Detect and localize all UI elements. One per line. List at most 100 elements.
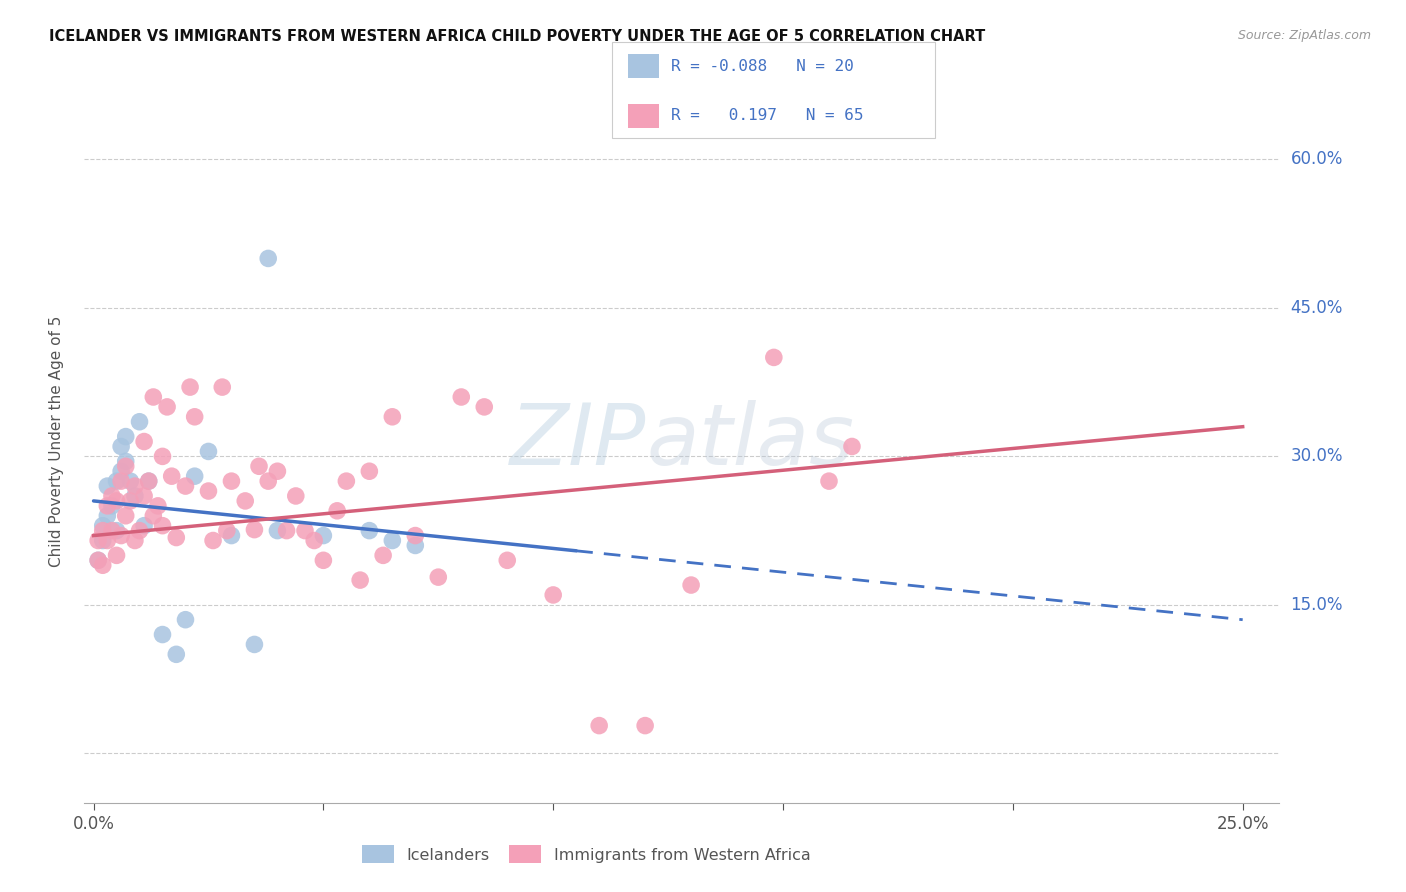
- Point: [101, 489, 124, 503]
- Point: [404, 528, 426, 542]
- Point: [110, 474, 132, 488]
- Point: [243, 523, 266, 537]
- Point: [472, 400, 495, 414]
- Point: [373, 549, 395, 563]
- Point: [142, 508, 165, 523]
- Point: [165, 648, 187, 662]
- Point: [96, 499, 118, 513]
- Point: [110, 528, 132, 542]
- Point: [257, 252, 280, 266]
- Y-axis label: Child Poverty Under the Age of 5: Child Poverty Under the Age of 5: [49, 316, 63, 567]
- Text: R = -0.088   N = 20: R = -0.088 N = 20: [671, 59, 853, 73]
- Point: [120, 494, 142, 508]
- Point: [124, 479, 146, 493]
- Text: 30.0%: 30.0%: [1291, 448, 1343, 466]
- Point: [257, 474, 280, 488]
- Point: [541, 588, 564, 602]
- Point: [105, 549, 128, 563]
- Point: [326, 504, 349, 518]
- Point: [142, 390, 165, 404]
- Point: [132, 489, 156, 503]
- Point: [359, 524, 381, 538]
- Point: [266, 524, 288, 538]
- Point: [124, 533, 146, 548]
- Point: [243, 637, 266, 651]
- Point: [105, 494, 128, 508]
- Point: [681, 578, 703, 592]
- Point: [247, 459, 270, 474]
- Point: [221, 474, 243, 488]
- Point: [197, 483, 219, 498]
- Legend: Icelanders, Immigrants from Western Africa: Icelanders, Immigrants from Western Afri…: [363, 845, 810, 863]
- Point: [233, 494, 256, 508]
- Point: [152, 627, 174, 641]
- Point: [96, 533, 118, 548]
- Point: [152, 450, 174, 464]
- Point: [294, 524, 316, 538]
- Point: [634, 718, 657, 732]
- Point: [179, 380, 201, 394]
- Point: [174, 613, 197, 627]
- Point: [101, 524, 124, 538]
- Point: [156, 400, 179, 414]
- Point: [183, 409, 205, 424]
- Point: [427, 570, 450, 584]
- Point: [120, 474, 142, 488]
- Point: [146, 499, 169, 513]
- Point: [197, 444, 219, 458]
- Point: [128, 524, 150, 538]
- Point: [841, 440, 863, 454]
- Point: [91, 524, 114, 538]
- Point: [105, 474, 128, 488]
- Point: [450, 390, 472, 404]
- Point: [105, 524, 128, 538]
- Point: [221, 528, 243, 542]
- Point: [818, 474, 841, 488]
- Text: ZIP: ZIP: [510, 400, 647, 483]
- Point: [312, 553, 335, 567]
- Point: [114, 508, 136, 523]
- Text: Source: ZipAtlas.com: Source: ZipAtlas.com: [1237, 29, 1371, 42]
- Point: [381, 409, 404, 424]
- Point: [91, 518, 114, 533]
- Point: [165, 531, 187, 545]
- Point: [87, 533, 110, 548]
- Text: 15.0%: 15.0%: [1291, 596, 1343, 614]
- Point: [114, 459, 136, 474]
- Point: [132, 518, 156, 533]
- Point: [359, 464, 381, 478]
- Point: [160, 469, 183, 483]
- Point: [110, 440, 132, 454]
- Point: [101, 499, 124, 513]
- Point: [381, 533, 404, 548]
- Point: [284, 489, 307, 503]
- Point: [87, 553, 110, 567]
- Point: [87, 553, 110, 567]
- Point: [335, 474, 357, 488]
- Point: [124, 489, 146, 503]
- Text: 45.0%: 45.0%: [1291, 299, 1343, 317]
- Point: [496, 553, 519, 567]
- Text: 60.0%: 60.0%: [1291, 151, 1343, 169]
- Point: [312, 528, 335, 542]
- Point: [96, 479, 118, 493]
- Point: [202, 533, 225, 548]
- Point: [762, 351, 785, 365]
- Point: [349, 573, 371, 587]
- Point: [276, 524, 298, 538]
- Point: [404, 539, 426, 553]
- Point: [128, 415, 150, 429]
- Point: [114, 454, 136, 468]
- Point: [183, 469, 205, 483]
- Point: [114, 429, 136, 443]
- Point: [110, 464, 132, 478]
- Point: [138, 474, 160, 488]
- Point: [215, 524, 238, 538]
- Text: atlas: atlas: [647, 400, 853, 483]
- Point: [174, 479, 197, 493]
- Text: ICELANDER VS IMMIGRANTS FROM WESTERN AFRICA CHILD POVERTY UNDER THE AGE OF 5 COR: ICELANDER VS IMMIGRANTS FROM WESTERN AFR…: [49, 29, 986, 44]
- Point: [96, 508, 118, 523]
- Point: [152, 518, 174, 533]
- Point: [132, 434, 156, 449]
- Point: [91, 533, 114, 548]
